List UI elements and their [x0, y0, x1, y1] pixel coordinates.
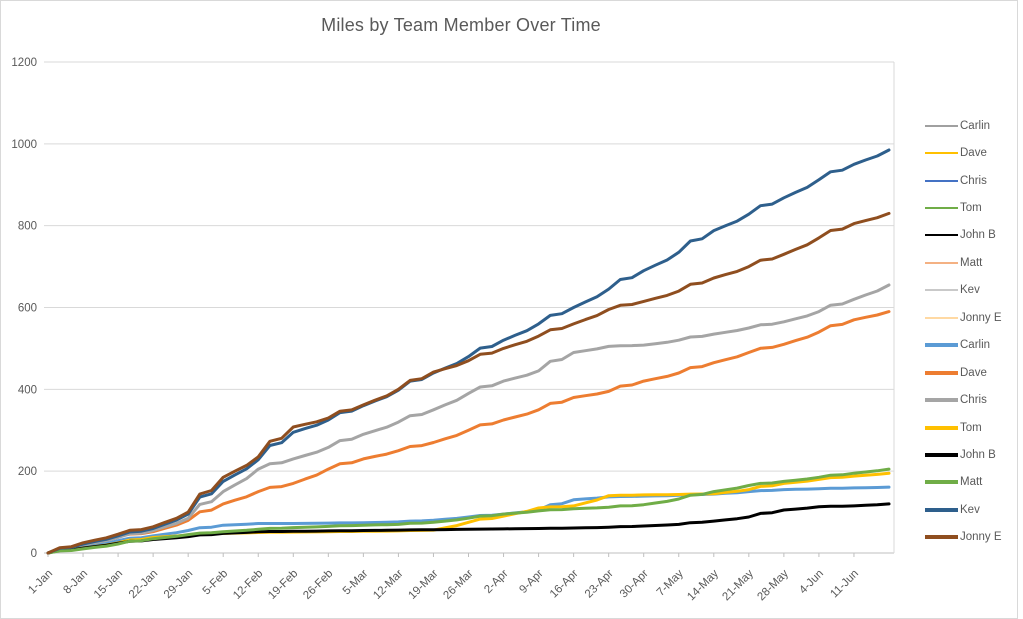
legend-label: Matt	[960, 256, 983, 269]
x-axis-label: 7-May	[655, 567, 686, 598]
legend-swatch	[925, 535, 958, 540]
y-axis-label: 200	[18, 466, 37, 478]
legend-label: John B	[960, 448, 996, 461]
series-line-chris[interactable]	[46, 283, 891, 555]
x-axis-label: 26-Feb	[301, 568, 335, 602]
x-axis-label: 28-May	[755, 567, 791, 603]
legend-swatch	[925, 452, 958, 457]
legend-item-jonny-e[interactable]: Jonny E	[925, 524, 1017, 551]
y-axis-label: 800	[18, 221, 37, 233]
legend-item-dave[interactable]: Dave	[925, 359, 1017, 386]
legend-label: Tom	[960, 421, 982, 434]
x-axis-label: 23-Apr	[583, 568, 616, 601]
legend-item-kev[interactable]: Kev	[925, 496, 1017, 523]
legend-label: Dave	[960, 147, 987, 160]
legend-item-carlin[interactable]: Carlin	[925, 332, 1017, 359]
y-axis-label: 1000	[11, 139, 37, 151]
legend-item-carlin[interactable]: Carlin	[925, 112, 1017, 139]
x-axis-label: 12-Mar	[371, 568, 405, 602]
legend-item-john-b[interactable]: John B	[925, 222, 1017, 249]
x-axis-label: 4-Jun	[797, 568, 826, 597]
x-axis-label: 9-Apr	[517, 568, 545, 596]
legend-item-chris[interactable]: Chris	[925, 167, 1017, 194]
legend-swatch	[925, 124, 958, 127]
x-axis-label: 21-May	[720, 567, 756, 603]
x-axis-label: 14-May	[685, 567, 721, 603]
legend-swatch	[925, 343, 958, 348]
legend-label: Matt	[960, 476, 983, 489]
legend-label: Tom	[960, 202, 982, 215]
legend-item-jonny-e[interactable]: Jonny E	[925, 304, 1017, 331]
legend-label: Kev	[960, 284, 980, 297]
legend-swatch	[925, 316, 958, 319]
x-axis-label: 15-Jan	[92, 568, 125, 601]
legend-label: Carlin	[960, 119, 991, 132]
x-axis-label: 8-Jan	[61, 568, 90, 597]
legend-label: John B	[960, 229, 996, 242]
x-axis-label: 26-Mar	[441, 568, 475, 602]
x-axis-label: 30-Apr	[618, 568, 651, 601]
legend-swatch	[925, 398, 958, 403]
series-line-kev[interactable]	[46, 148, 891, 555]
legend-label: Chris	[960, 394, 987, 407]
legend-swatch	[925, 261, 958, 264]
legend-swatch	[925, 179, 958, 182]
legend-item-chris[interactable]: Chris	[925, 386, 1017, 413]
legend-label: Dave	[960, 366, 987, 379]
series-line-matt[interactable]	[46, 467, 891, 555]
x-axis-label: 11-Jun	[828, 568, 861, 601]
x-axis-label: 5-Mar	[341, 568, 371, 598]
x-axis-label: 16-Apr	[548, 568, 581, 601]
series-line-dave[interactable]	[46, 310, 891, 555]
y-axis-label: 600	[18, 303, 37, 315]
legend-swatch	[925, 152, 958, 155]
x-axis-label: 2-Apr	[482, 568, 510, 596]
legend: Carlin Dave Chris Tom John B Matt Kev Jonny E Ca…	[925, 112, 1017, 551]
series-line-jonny-e[interactable]	[46, 211, 891, 555]
legend-swatch	[925, 480, 958, 485]
y-axis-label: 1200	[11, 57, 37, 69]
legend-label: Jonny E	[960, 311, 1002, 324]
legend-item-dave[interactable]: Dave	[925, 139, 1017, 166]
x-axis-label: 1-Jan	[26, 568, 55, 597]
legend-swatch	[925, 289, 958, 292]
legend-label: Jonny E	[960, 531, 1002, 544]
legend-swatch	[925, 234, 958, 237]
chart-title: Miles by Team Member Over Time	[321, 15, 601, 35]
x-axis-label: 19-Mar	[406, 568, 440, 602]
legend-item-kev[interactable]: Kev	[925, 277, 1017, 304]
legend-item-tom[interactable]: Tom	[925, 414, 1017, 441]
legend-item-matt[interactable]: Matt	[925, 469, 1017, 496]
legend-swatch	[925, 207, 958, 210]
legend-item-matt[interactable]: Matt	[925, 249, 1017, 276]
x-axis-label: 29-Jan	[162, 568, 195, 601]
y-axis-label: 0	[31, 548, 37, 560]
legend-swatch	[925, 370, 958, 375]
legend-item-john-b[interactable]: John B	[925, 441, 1017, 468]
legend-swatch	[925, 425, 958, 430]
x-axis-label: 12-Feb	[231, 568, 265, 602]
y-axis-label: 400	[18, 384, 37, 396]
series-line-john-b[interactable]	[46, 502, 891, 555]
x-axis-label: 5-Feb	[201, 568, 231, 598]
legend-label: Carlin	[960, 339, 991, 352]
legend-swatch	[925, 507, 958, 512]
legend-label: Chris	[960, 174, 987, 187]
x-axis-label: 19-Feb	[266, 568, 300, 602]
legend-label: Kev	[960, 503, 980, 516]
legend-item-tom[interactable]: Tom	[925, 194, 1017, 221]
x-axis-label: 22-Jan	[127, 568, 160, 601]
